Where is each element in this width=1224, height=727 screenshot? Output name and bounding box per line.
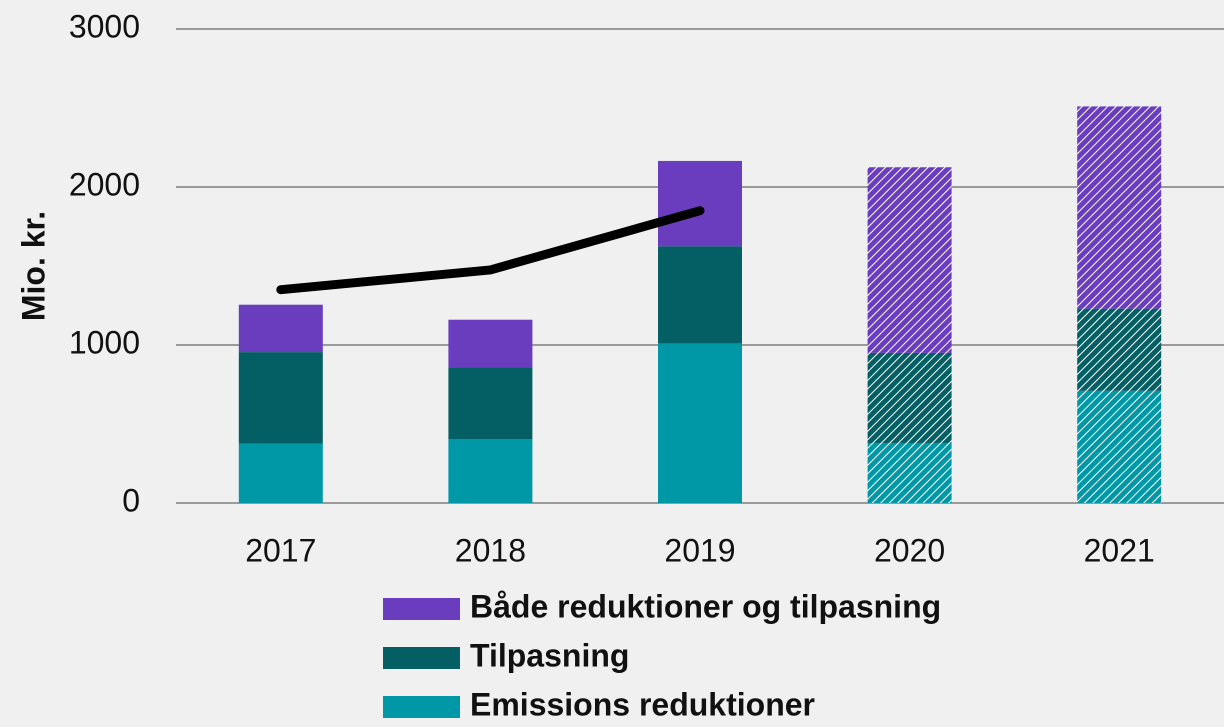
bar-segment — [658, 246, 742, 344]
y-tick-label: 2000 — [69, 166, 140, 202]
legend-label: Både reduktioner og tilpasning — [470, 588, 941, 624]
legend-swatch — [383, 696, 460, 718]
bar-segment — [238, 352, 323, 444]
legend-swatch — [383, 647, 460, 669]
bar-segment — [448, 319, 533, 368]
bar-segment — [867, 442, 952, 503]
x-tick-label: 2017 — [245, 532, 316, 568]
bar-segment — [238, 443, 323, 503]
x-tick-label: 2021 — [1084, 532, 1155, 568]
bar-segment — [867, 167, 952, 353]
legend-label: Emissions reduktioner — [470, 686, 815, 722]
bar-segment — [1077, 106, 1162, 309]
bar-segment — [448, 367, 533, 440]
x-tick-label: 2020 — [874, 532, 945, 568]
bar-segment — [238, 304, 323, 353]
y-tick-label: 1000 — [69, 324, 140, 360]
legend-swatch — [383, 598, 460, 620]
line — [276, 206, 705, 295]
x-tick-label: 2019 — [664, 532, 735, 568]
bar-segment — [448, 439, 533, 503]
bar-segment — [658, 160, 742, 247]
bar-segment — [658, 343, 742, 503]
bar-segment — [1077, 390, 1162, 503]
y-tick-label: 3000 — [69, 8, 140, 44]
bar-segment — [867, 352, 952, 443]
x-tick-label: 2018 — [455, 532, 526, 568]
y-axis-label: Mio. kr. — [15, 211, 51, 321]
bar-segment — [1077, 308, 1162, 391]
y-tick-label: 0 — [122, 482, 140, 518]
legend-label: Tilpasning — [470, 637, 629, 673]
